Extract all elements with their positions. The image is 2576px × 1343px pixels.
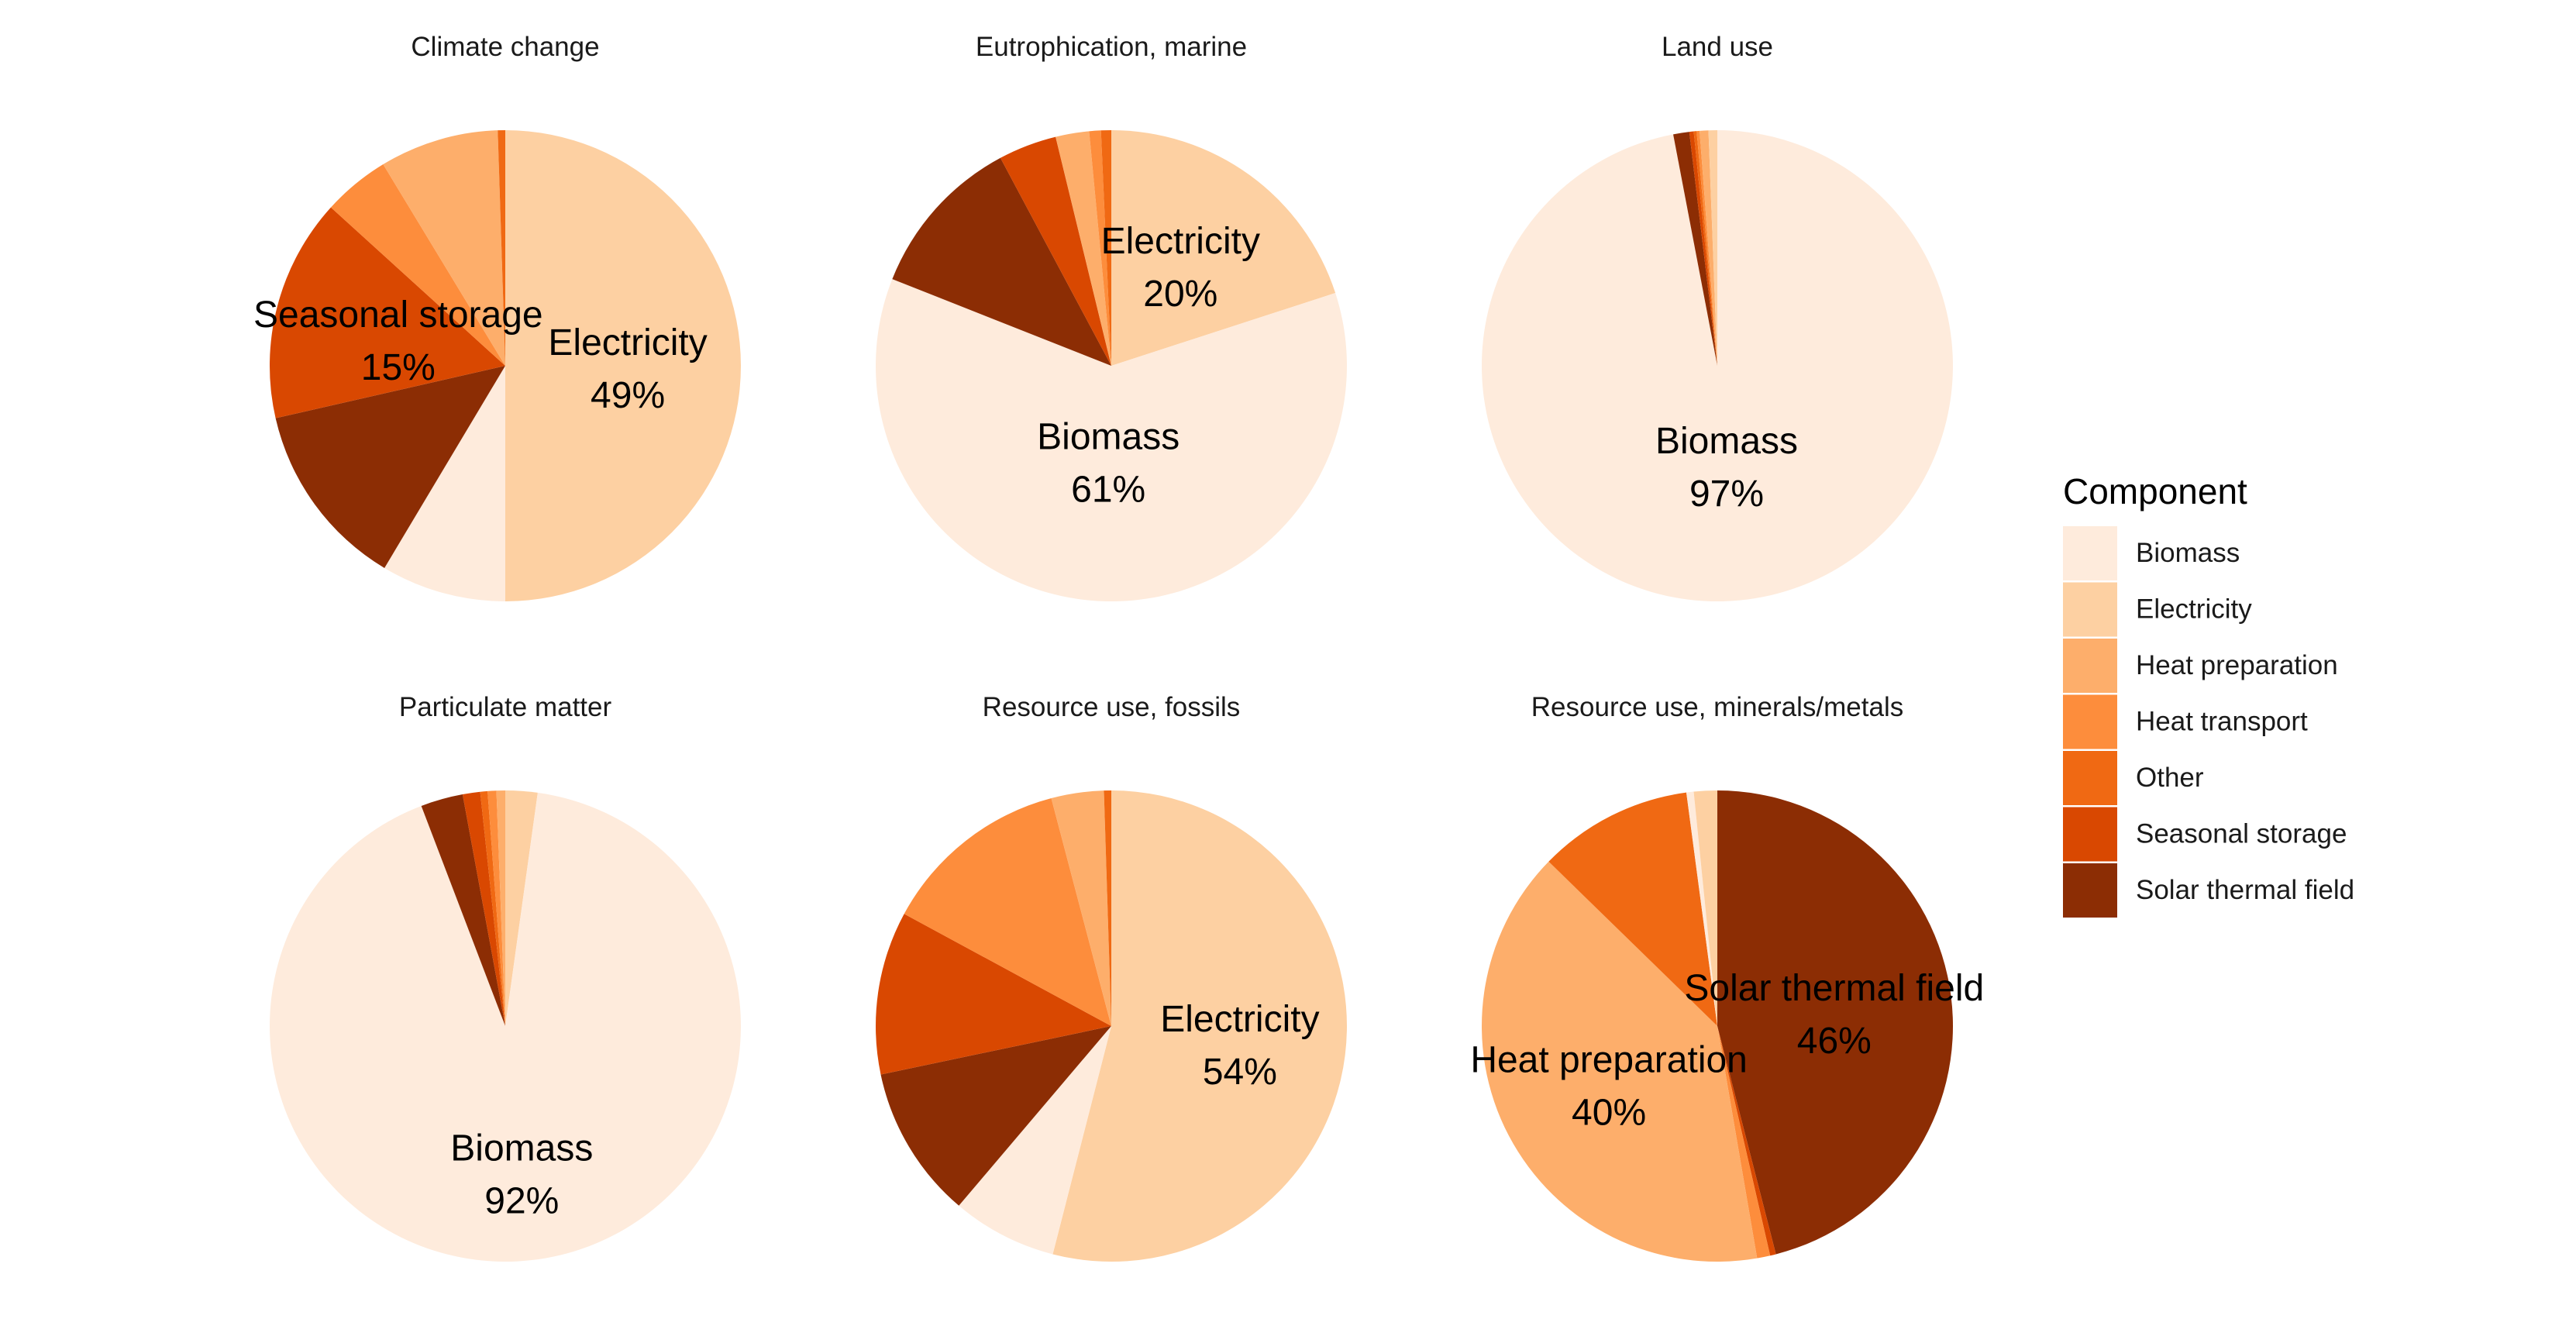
slice-label-percent: 97% [1689,473,1764,515]
slice-label-name: Electricity [1101,221,1260,262]
pie-slice-heat-transport [330,164,505,367]
pie-slice-biomass [384,366,505,601]
pie-slice-heat-preparation [1056,131,1111,366]
slice-label-name: Seasonal storage [253,294,543,336]
pie-slice-solar-thermal-field [1717,790,1954,1255]
pie-slice-other [1693,131,1717,366]
panel-title: Eutrophication, marine [976,32,1247,62]
legend-label-electricity: Electricity [2136,594,2252,625]
slice-label-percent: 20% [1143,274,1217,315]
slice-label-name: Biomass [450,1128,593,1169]
pie-slice-seasonal-storage [1000,136,1111,366]
legend-label-other: Other [2136,763,2204,793]
slice-label-percent: 15% [361,347,436,388]
pie-slice-heat-preparation [1051,790,1111,1026]
legend-label-solar-thermal-field: Solar thermal field [2136,875,2354,905]
pie-slice-other [1104,790,1111,1026]
pie-slice-other [480,790,505,1026]
legend-label-heat-transport: Heat transport [2136,707,2308,737]
pie-slice-heat-transport [1717,1026,1771,1259]
pie-slice-other [498,130,505,366]
legend-swatch-heat-transport [2063,694,2117,749]
slice-label-name: Electricity [548,322,707,363]
pie-slice-solar-thermal-field [421,794,505,1026]
pie-slice-electricity [1693,790,1717,1026]
pie-panel-land-use: Land use Biomass 97% [1481,32,1953,602]
pie-slice-biomass [1686,791,1717,1026]
pie-slice-solar-thermal-field [892,157,1111,366]
legend-label-seasonal-storage: Seasonal storage [2136,819,2347,849]
legend-swatch-other [2063,751,2117,805]
pie-slice-electricity [1111,130,1336,366]
pie-slice-seasonal-storage [1689,131,1717,366]
pie-slice-heat-transport [487,790,505,1026]
pie-slice-heat-preparation [1482,861,1758,1262]
pie-slice-electricity [1052,790,1347,1262]
legend-title: Component [2063,471,2247,511]
pie-slice-electricity [505,130,741,601]
slice-label-percent: 49% [591,375,665,416]
pie-slice-biomass [959,1026,1111,1255]
pie-slice-other [1548,792,1717,1026]
pie-slice-biomass [876,279,1347,602]
slice-label-name: Biomass [1037,417,1180,458]
pie-slice-seasonal-storage [875,914,1111,1075]
pie-panel-resource-use-fossils: Resource use, fossils Electricity 54% [875,692,1347,1262]
pie-slice-biomass [1481,130,1953,602]
pie-slice-seasonal-storage [462,791,505,1026]
legend-label-heat-preparation: Heat preparation [2136,650,2338,680]
pie-panel-eutrophication-marine: Eutrophication, marine Electricity 20% Biom… [876,32,1347,602]
pie-slice-electricity [505,790,538,1026]
legend-swatch-biomass [2063,526,2117,580]
pie-slice-heat-transport [1696,130,1717,367]
panel-title: Land use [1662,32,1773,62]
slice-label-percent: 40% [1572,1093,1646,1134]
panel-title: Resource use, minerals/metals [1531,692,1903,722]
slice-label-percent: 46% [1797,1021,1872,1062]
pie-slice-solar-thermal-field [1673,132,1717,366]
panel-title: Climate change [411,32,599,62]
pie-slice-seasonal-storage [269,207,505,418]
pie-slice-solar-thermal-field [275,366,505,568]
pie-slice-heat-preparation [383,130,505,366]
pie-panel-particulate-matter: Particulate matter Biomass 92% [269,692,741,1262]
slice-label-percent: 54% [1203,1052,1277,1093]
legend-label-biomass: Biomass [2136,538,2240,568]
pie-slice-heat-transport [1089,130,1111,367]
pie-slice-solar-thermal-field [880,1026,1111,1206]
slice-label-name: Heat preparation [1470,1040,1748,1081]
slice-label-name: Electricity [1160,999,1319,1040]
pie-slice-seasonal-storage [1717,1026,1776,1256]
slice-label-percent: 61% [1071,470,1145,511]
pie-slice-heat-transport [904,798,1111,1026]
panel-title: Resource use, fossils [983,692,1241,722]
pie-slice-biomass [269,792,741,1262]
slice-label-name: Solar thermal field [1684,968,1984,1009]
legend-swatch-seasonal-storage [2063,807,2117,862]
pie-slice-electricity [1708,130,1717,366]
legend-swatch-solar-thermal-field [2063,863,2117,918]
legend: Component Biomass Electricity Heat preparat… [2063,471,2354,918]
legend-swatch-electricity [2063,582,2117,637]
pie-slice-other [1100,130,1111,366]
pie-slice-heat-preparation [1700,130,1717,366]
pie-slice-heat-preparation [496,790,505,1026]
legend-swatch-heat-preparation [2063,639,2117,693]
slice-label-percent: 92% [484,1180,559,1221]
pie-panel-resource-use-minerals-metals: Resource use, minerals/metals Heat prepar… [1470,692,1984,1262]
panel-title: Particulate matter [399,692,612,722]
slice-label-name: Biomass [1655,421,1798,462]
pie-panel-climate-change: Climate change Electricity 49% Seasonal sto… [253,32,741,601]
